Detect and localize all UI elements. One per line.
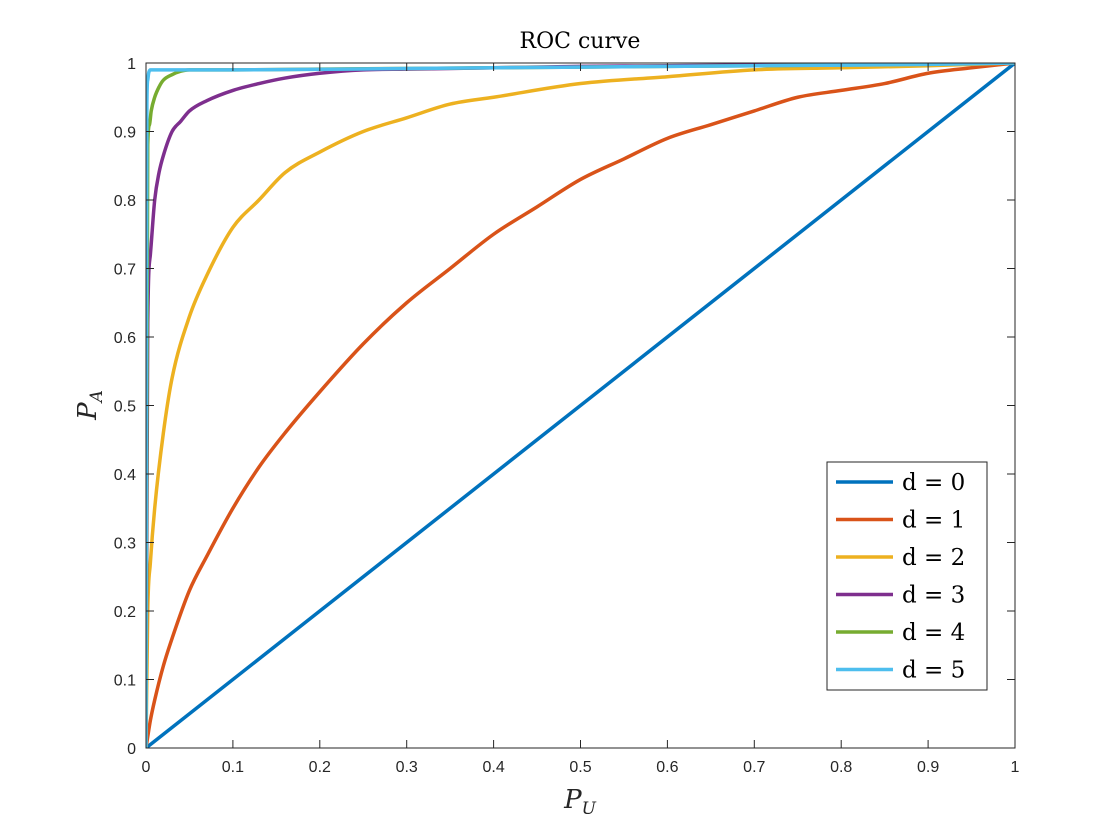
legend-label: d = 1 (902, 508, 965, 534)
y-axis-label-sub: A (87, 390, 107, 404)
x-axis-label-main: P (563, 785, 582, 815)
x-tick-label: 0.1 (222, 759, 244, 776)
legend-label: d = 0 (902, 470, 965, 496)
x-tick-label: 0.7 (743, 759, 765, 776)
legend-label: d = 2 (902, 545, 965, 571)
y-tick-label: 0.3 (114, 536, 136, 553)
y-tick-label: 0.7 (114, 262, 136, 279)
y-axis-label-main: P (73, 402, 103, 421)
legend-item: d = 5 (836, 658, 965, 684)
y-tick-label: 0.2 (114, 604, 136, 621)
x-tick-label: 0 (142, 759, 151, 776)
legend-item: d = 4 (836, 620, 965, 646)
legend-item: d = 3 (836, 583, 965, 609)
x-ticks: 0 0.1 0.2 0.3 0.4 0.5 0.6 0.7 0.8 0.9 1 (142, 63, 1020, 776)
legend-item: d = 1 (836, 508, 965, 534)
legend-label: d = 3 (902, 583, 965, 609)
series-line-d1 (146, 63, 1015, 748)
x-tick-label: 0.2 (309, 759, 331, 776)
chart-title: ROC curve (520, 29, 641, 54)
x-tick-label: 0.3 (396, 759, 418, 776)
y-tick-label: 0.5 (114, 399, 136, 416)
legend: d = 0 d = 1 d = 2 d = 3 d = 4 d = 5 (826, 461, 988, 691)
legend-box (826, 461, 988, 691)
x-tick-label: 0.6 (656, 759, 678, 776)
series-line-d0 (146, 63, 1015, 748)
legend-label: d = 4 (902, 620, 965, 646)
x-axis-label: PU (563, 785, 597, 819)
series-line-d2 (146, 63, 1015, 748)
x-tick-label: 0.8 (830, 759, 852, 776)
legend-label: d = 5 (902, 658, 965, 684)
x-tick-label: 0.4 (482, 759, 504, 776)
y-tick-label: 0.1 (114, 673, 136, 690)
y-axis-label: PA (73, 390, 107, 421)
y-tick-label: 0.9 (114, 125, 136, 142)
y-tick-label: 0.4 (114, 467, 136, 484)
y-tick-label: 1 (127, 56, 136, 73)
x-tick-label: 1 (1011, 759, 1020, 776)
legend-item: d = 2 (836, 545, 965, 571)
y-tick-label: 0 (127, 741, 136, 758)
legend-items: d = 0 d = 1 d = 2 d = 3 d = 4 d = 5 (836, 470, 965, 684)
y-tick-label: 0.6 (114, 330, 136, 347)
x-tick-label: 0.5 (569, 759, 591, 776)
y-tick-label: 0.8 (114, 193, 136, 210)
y-ticks: 0 0.1 0.2 0.3 0.4 0.5 0.6 0.7 0.8 0.9 1 (114, 56, 1015, 758)
x-tick-label: 0.9 (917, 759, 939, 776)
legend-item: d = 0 (836, 470, 965, 496)
x-axis-label-sub: U (582, 799, 597, 819)
